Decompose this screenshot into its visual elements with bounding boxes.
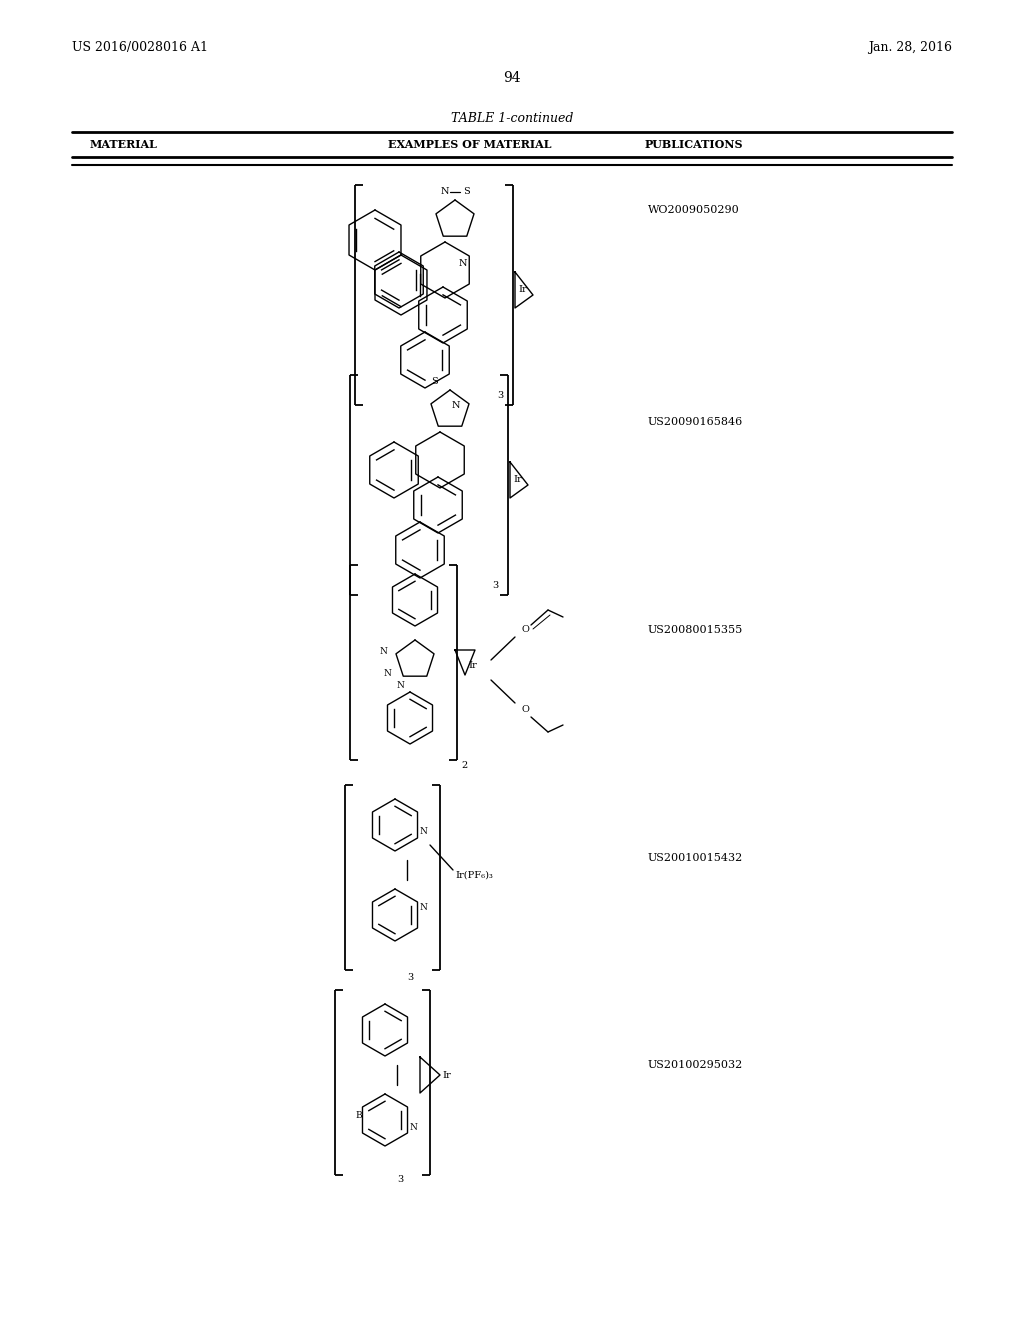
Text: N: N — [396, 681, 403, 690]
Text: N: N — [379, 648, 387, 656]
Text: US 2016/0028016 A1: US 2016/0028016 A1 — [72, 41, 208, 54]
Text: Ir: Ir — [469, 660, 477, 669]
Text: EXAMPLES OF MATERIAL: EXAMPLES OF MATERIAL — [388, 140, 552, 150]
Text: TABLE 1-continued: TABLE 1-continued — [451, 111, 573, 124]
Text: MATERIAL: MATERIAL — [90, 140, 158, 150]
Text: N: N — [452, 400, 460, 409]
Text: WO2009050290: WO2009050290 — [648, 205, 739, 215]
Text: Jan. 28, 2016: Jan. 28, 2016 — [868, 41, 952, 54]
Text: Ir: Ir — [518, 285, 527, 294]
Text: O: O — [521, 705, 529, 714]
Text: US20010015432: US20010015432 — [648, 853, 743, 863]
Text: 3: 3 — [497, 391, 503, 400]
Text: N: N — [383, 669, 391, 678]
Text: N: N — [419, 903, 427, 912]
Text: PUBLICATIONS: PUBLICATIONS — [645, 140, 743, 150]
Text: N: N — [419, 828, 427, 837]
Text: 2: 2 — [462, 760, 468, 770]
Text: 3: 3 — [407, 974, 413, 982]
Text: N: N — [409, 1122, 417, 1131]
Text: Ir(PF₆)₃: Ir(PF₆)₃ — [455, 870, 493, 879]
Text: Ir: Ir — [514, 475, 522, 484]
Text: Ir: Ir — [442, 1071, 452, 1080]
Text: 94: 94 — [503, 71, 521, 84]
Text: B: B — [355, 1110, 362, 1119]
Text: 3: 3 — [492, 581, 498, 590]
Text: US20100295032: US20100295032 — [648, 1060, 743, 1071]
Text: S: S — [464, 187, 470, 197]
Text: O: O — [521, 626, 529, 635]
Text: 3: 3 — [397, 1176, 403, 1184]
Text: N: N — [440, 187, 450, 197]
Text: US20080015355: US20080015355 — [648, 624, 743, 635]
Text: S: S — [432, 378, 438, 387]
Text: N: N — [459, 259, 467, 268]
Text: US20090165846: US20090165846 — [648, 417, 743, 426]
